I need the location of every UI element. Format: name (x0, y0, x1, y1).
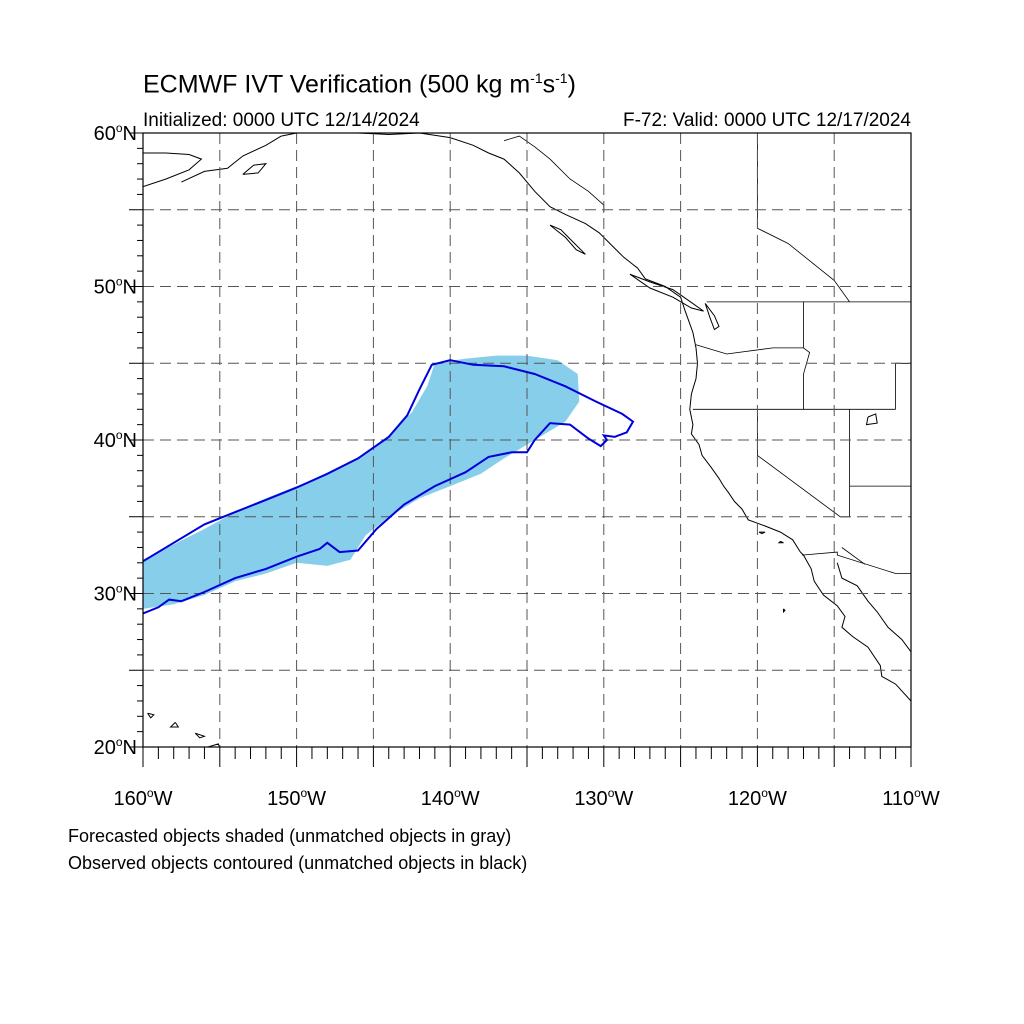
border-line-10 (503, 135, 605, 213)
lon-label-150: 150oW (267, 786, 326, 810)
coastline-14 (777, 540, 784, 544)
lon-label-160: 160oW (114, 786, 173, 810)
lat-label-40: 40oN (94, 428, 137, 452)
coastline-3 (281, 133, 312, 137)
border-line-7 (801, 551, 911, 574)
border-line-4 (840, 409, 850, 518)
coastline-4 (357, 133, 911, 702)
initialized-time: Initialized: 0000 UTC 12/14/2024 (143, 110, 420, 131)
chart-title: ECMWF IVT Verification (500 kg m-1s-1) (143, 70, 576, 99)
coastline-12 (147, 712, 155, 719)
valid-time: F-72: Valid: 0000 UTC 12/17/2024 (623, 110, 911, 131)
coastline-0 (143, 152, 203, 188)
lon-label-140: 140oW (421, 786, 480, 810)
coastline-10 (194, 732, 206, 739)
observed-object-contour (143, 359, 635, 615)
lat-label-20: 20oN (94, 735, 137, 759)
coastline-6 (629, 273, 704, 312)
lon-label-130: 130oW (574, 786, 633, 810)
coastline-1 (181, 135, 282, 183)
coastline-8 (836, 562, 911, 653)
lat-label-30: 30oN (94, 582, 137, 606)
political-border-layer (503, 133, 911, 574)
graticule-layer (143, 133, 911, 747)
forecast-object-layer (143, 355, 580, 609)
coastline-5 (549, 224, 586, 255)
lon-label-120: 120oW (728, 786, 787, 810)
border-line-2 (757, 409, 841, 518)
border-line-12 (841, 547, 866, 565)
coastline-2 (242, 163, 268, 175)
coastline-16 (865, 413, 878, 426)
coastline-13 (758, 531, 766, 535)
lon-label-110: 110oW (882, 786, 940, 810)
legend-note-forecast: Forecasted objects shaded (unmatched obj… (68, 826, 512, 846)
coastline-15 (783, 608, 786, 614)
forecast-object-shade (143, 355, 580, 609)
observed-object-layer (143, 359, 635, 615)
border-line-3 (803, 301, 811, 410)
axis-tick-labels: 60oN 50oN 40oN 30oN 20oN 160oW 150oW 140oW 130oW… (94, 121, 940, 810)
lat-label-50: 50oN (94, 275, 137, 299)
border-line-5 (895, 362, 911, 410)
coastline-11 (169, 722, 180, 728)
border-line-8 (757, 133, 850, 303)
coastline-9 (206, 743, 221, 747)
coastline-layer (143, 133, 911, 747)
border-line-11 (695, 344, 804, 355)
lat-label-60: 60oN (94, 121, 137, 145)
tick-marks (129, 132, 912, 767)
coastline-7 (704, 303, 720, 331)
legend-note-observed: Observed objects contoured (unmatched ob… (68, 853, 528, 873)
